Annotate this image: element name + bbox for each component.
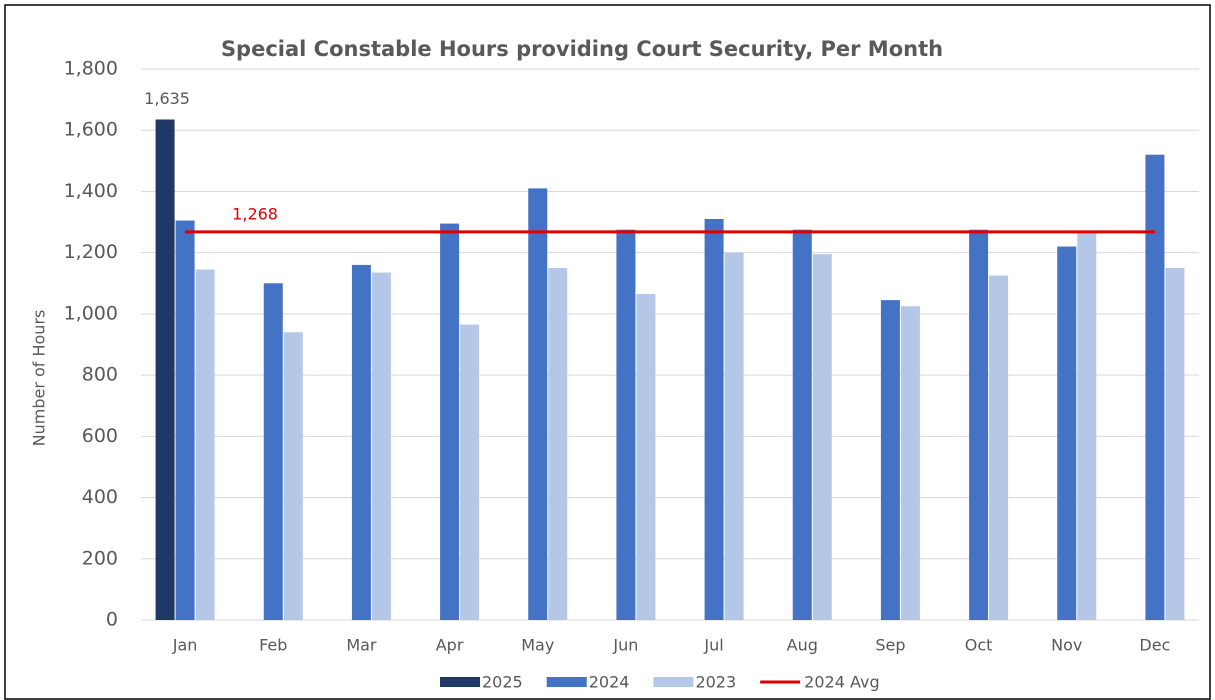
- data-label: 1,635: [144, 89, 190, 108]
- data-label: 1,268: [232, 204, 278, 223]
- chart-title: Special Constable Hours providing Court …: [221, 37, 943, 61]
- bar: [792, 229, 812, 621]
- bar: [969, 229, 989, 621]
- x-tick-label: Feb: [259, 636, 287, 655]
- bar: [548, 267, 568, 620]
- y-tick-label: 200: [82, 547, 118, 569]
- x-tick-label: Sep: [875, 636, 905, 655]
- y-tick-label: 600: [82, 425, 118, 447]
- y-tick-label: 0: [106, 609, 118, 631]
- bar: [636, 293, 656, 620]
- x-tick-label: Aug: [787, 636, 818, 655]
- bar: [989, 275, 1009, 620]
- bar: [528, 188, 548, 620]
- x-tick-label: Jan: [172, 636, 198, 655]
- bar: [880, 300, 900, 620]
- bar: [263, 283, 283, 620]
- bar: [616, 229, 636, 621]
- bar: [351, 264, 371, 620]
- bar: [283, 332, 303, 620]
- bar: [1077, 232, 1097, 620]
- x-tick-label: Jun: [612, 636, 638, 655]
- y-tick-label: 1,600: [64, 119, 118, 141]
- x-tick-label: May: [521, 636, 554, 655]
- bar: [155, 119, 175, 620]
- bar: [1165, 267, 1185, 620]
- bar: [900, 306, 920, 620]
- y-tick-label: 800: [82, 364, 118, 386]
- legend-swatch: [546, 677, 587, 687]
- x-tick-label: Oct: [965, 636, 993, 655]
- y-tick-label: 1,400: [64, 180, 118, 202]
- y-tick-label: 400: [82, 486, 118, 508]
- y-axis-label: Number of Hours: [30, 310, 49, 447]
- bar: [704, 218, 724, 620]
- bar: [460, 324, 480, 620]
- y-tick-label: 1,200: [64, 241, 118, 263]
- bar: [195, 269, 215, 620]
- legend-label: 2023: [695, 673, 736, 692]
- y-tick-label: 1,800: [64, 58, 118, 80]
- legend-swatch: [440, 677, 480, 687]
- bar: [1057, 246, 1077, 621]
- bar: [1145, 154, 1165, 620]
- x-tick-label: Mar: [346, 636, 377, 655]
- legend-swatch: [653, 677, 694, 687]
- bar: [724, 252, 744, 620]
- bar: [175, 220, 195, 620]
- x-tick-label: Apr: [436, 636, 464, 655]
- legend-label: 2024 Avg: [804, 673, 879, 692]
- legend-label: 2025: [482, 673, 523, 692]
- x-tick-label: Dec: [1139, 636, 1170, 655]
- bar: [440, 223, 460, 620]
- x-tick-label: Nov: [1051, 636, 1082, 655]
- x-tick-label: Jul: [703, 636, 723, 655]
- bar: [812, 254, 832, 621]
- legend-label: 2024: [589, 673, 630, 692]
- bar: [371, 272, 391, 620]
- y-tick-label: 1,000: [64, 302, 118, 324]
